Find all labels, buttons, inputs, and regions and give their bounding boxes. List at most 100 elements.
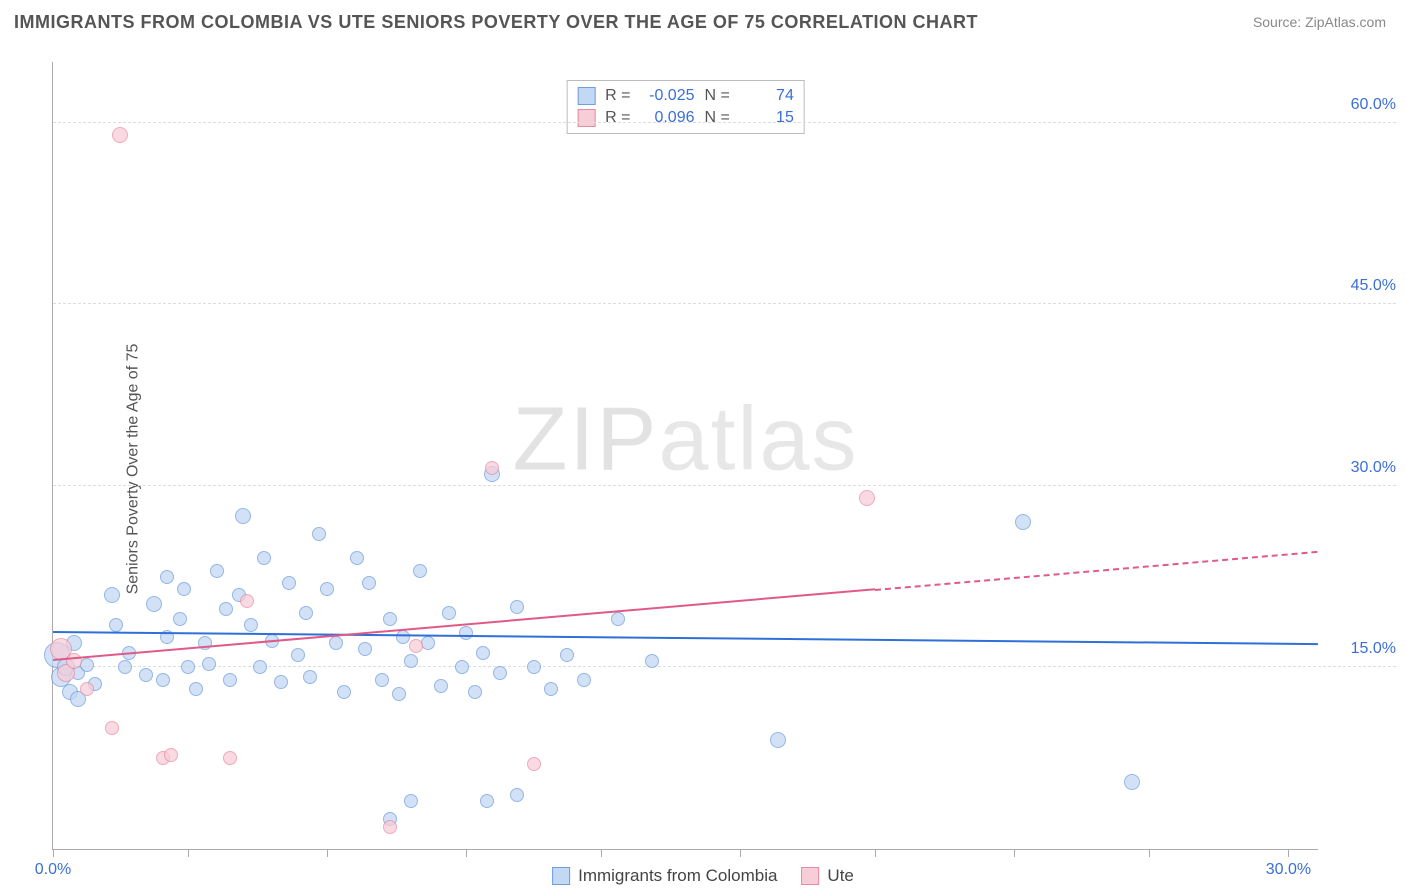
- stat-r-value: -0.025: [641, 85, 695, 107]
- scatter-point: [223, 751, 237, 765]
- scatter-point: [80, 682, 94, 696]
- watermark-thin: atlas: [658, 389, 858, 489]
- stat-n-label: N =: [705, 85, 730, 107]
- legend-swatch: [577, 109, 595, 127]
- scatter-point: [404, 794, 418, 808]
- gridline-h: [53, 485, 1396, 486]
- scatter-point: [105, 721, 119, 735]
- scatter-point: [459, 626, 473, 640]
- stats-row: R = -0.025 N = 74: [577, 85, 794, 107]
- xtick: [1288, 849, 1289, 857]
- scatter-point: [1015, 514, 1031, 530]
- scatter-point: [645, 654, 659, 668]
- xtick: [1014, 849, 1015, 857]
- xtick: [740, 849, 741, 857]
- ytick-label: 30.0%: [1326, 459, 1396, 477]
- scatter-point: [118, 660, 132, 674]
- ytick-label: 60.0%: [1326, 96, 1396, 114]
- scatter-point: [299, 606, 313, 620]
- legend-label: Ute: [827, 866, 853, 886]
- legend-swatch: [552, 867, 570, 885]
- scatter-point: [257, 551, 271, 565]
- scatter-point: [219, 602, 233, 616]
- xtick: [466, 849, 467, 857]
- scatter-point: [442, 606, 456, 620]
- scatter-point: [291, 648, 305, 662]
- watermark-bold: ZIP: [512, 389, 658, 489]
- scatter-point: [235, 508, 251, 524]
- chart-title: IMMIGRANTS FROM COLOMBIA VS UTE SENIORS …: [14, 12, 978, 33]
- scatter-point: [413, 564, 427, 578]
- scatter-point: [421, 636, 435, 650]
- scatter-point: [244, 618, 258, 632]
- scatter-point: [859, 490, 875, 506]
- ytick-label: 45.0%: [1326, 277, 1396, 295]
- gridline-h: [53, 122, 1396, 123]
- scatter-point: [544, 682, 558, 696]
- stat-n-label: N =: [705, 107, 730, 129]
- scatter-point: [770, 732, 786, 748]
- xtick-label: 0.0%: [35, 861, 71, 879]
- scatter-point: [274, 675, 288, 689]
- scatter-point: [510, 788, 524, 802]
- scatter-point: [223, 673, 237, 687]
- scatter-point: [177, 582, 191, 596]
- scatter-point: [527, 757, 541, 771]
- scatter-point: [320, 582, 334, 596]
- scatter-point: [139, 668, 153, 682]
- scatter-point: [383, 820, 397, 834]
- trend-line: [875, 550, 1318, 590]
- scatter-point: [202, 657, 216, 671]
- scatter-point: [282, 576, 296, 590]
- scatter-point: [181, 660, 195, 674]
- scatter-point: [253, 660, 267, 674]
- scatter-point: [577, 673, 591, 687]
- ytick-label: 15.0%: [1326, 640, 1396, 658]
- stat-r-label: R =: [605, 107, 630, 129]
- scatter-point: [109, 618, 123, 632]
- scatter-point: [485, 461, 499, 475]
- legend-label: Immigrants from Colombia: [578, 866, 777, 886]
- scatter-point: [455, 660, 469, 674]
- scatter-point: [480, 794, 494, 808]
- scatter-point: [611, 612, 625, 626]
- scatter-point: [1124, 774, 1140, 790]
- stats-legend-box: R =-0.025N =74R =0.096N =15: [566, 80, 805, 134]
- scatter-point: [468, 685, 482, 699]
- scatter-point: [112, 127, 128, 143]
- stat-r-value: 0.096: [641, 107, 695, 129]
- legend-item: Immigrants from Colombia: [552, 866, 777, 886]
- scatter-point: [409, 639, 423, 653]
- source-attribution: Source: ZipAtlas.com: [1253, 14, 1386, 30]
- scatter-point: [160, 570, 174, 584]
- stat-r-label: R =: [605, 85, 630, 107]
- xtick: [53, 849, 54, 857]
- scatter-point: [404, 654, 418, 668]
- scatter-point: [303, 670, 317, 684]
- xtick: [188, 849, 189, 857]
- watermark: ZIPatlas: [512, 388, 858, 491]
- stat-n-value: 74: [740, 85, 794, 107]
- scatter-point: [560, 648, 574, 662]
- legend-swatch: [801, 867, 819, 885]
- scatter-point: [362, 576, 376, 590]
- plot-area: ZIPatlas R =-0.025N =74R =0.096N =15 15.…: [52, 62, 1318, 850]
- scatter-point: [189, 682, 203, 696]
- xtick: [875, 849, 876, 857]
- legend-item: Ute: [801, 866, 853, 886]
- scatter-point: [392, 687, 406, 701]
- xtick: [1149, 849, 1150, 857]
- scatter-point: [434, 679, 448, 693]
- bottom-legend: Immigrants from Colombia Ute: [552, 866, 854, 886]
- scatter-point: [337, 685, 351, 699]
- legend-swatch: [577, 87, 595, 105]
- scatter-point: [173, 612, 187, 626]
- chart-container: Seniors Poverty Over the Age of 75 ZIPat…: [0, 46, 1406, 892]
- xtick-label: 30.0%: [1266, 861, 1311, 879]
- scatter-point: [396, 630, 410, 644]
- scatter-point: [104, 587, 120, 603]
- scatter-point: [527, 660, 541, 674]
- scatter-point: [375, 673, 389, 687]
- xtick: [601, 849, 602, 857]
- scatter-point: [146, 596, 162, 612]
